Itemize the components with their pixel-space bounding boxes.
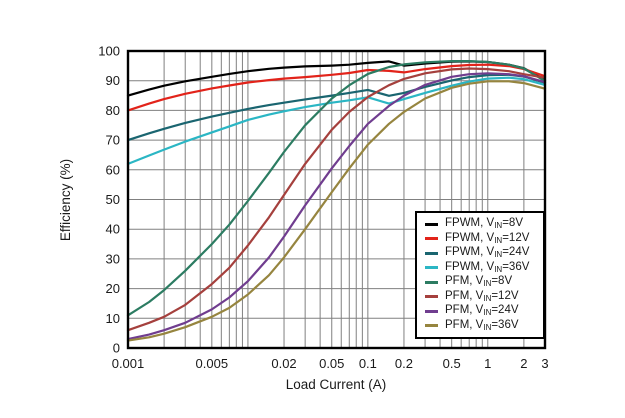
- legend-label: PFM, VIN=24V: [445, 304, 519, 318]
- legend-item-fpwm-12v: FPWM, VIN=12V: [425, 232, 543, 247]
- legend-label: FPWM, VIN=36V: [445, 260, 530, 274]
- legend-item-pfm-12v: PFM, VIN=12V: [425, 290, 543, 305]
- y-tick-label: 10: [106, 311, 120, 326]
- legend-swatch-pfm-24v: [425, 309, 438, 313]
- plot-frame: [126, 49, 547, 350]
- y-tick-label: 70: [106, 133, 120, 148]
- x-tick-label: 0.5: [443, 356, 461, 371]
- legend-swatch-pfm-8v: [425, 280, 438, 284]
- series-line-fpwm-36v: [126, 76, 547, 165]
- y-tick-label: 20: [106, 281, 120, 296]
- y-tick-label: 30: [106, 251, 120, 266]
- series-line-pfm-24v: [126, 72, 547, 341]
- y-tick-label: 50: [106, 192, 120, 207]
- legend-label: PFM, VIN=12V: [445, 289, 519, 303]
- y-tick-label: 90: [106, 73, 120, 88]
- legend-label: FPWM, VIN=8V: [445, 217, 523, 231]
- legend-item-fpwm-8v: FPWM, VIN=8V: [425, 217, 543, 232]
- x-tick-label: 3: [541, 356, 548, 371]
- legend-item-fpwm-36v: FPWM, VIN=36V: [425, 261, 543, 276]
- legend-item-fpwm-24v: FPWM, VIN=24V: [425, 246, 543, 261]
- y-tick-label: 0: [113, 341, 120, 356]
- vin-subscript: IN: [494, 250, 503, 260]
- legend-item-pfm-8v: PFM, VIN=8V: [425, 275, 543, 290]
- legend-swatch-fpwm-24v: [425, 251, 438, 255]
- y-tick-label: 60: [106, 162, 120, 177]
- x-tick-label: 0.2: [395, 356, 413, 371]
- legend-item-pfm-24v: PFM, VIN=24V: [425, 304, 543, 319]
- x-tick-label: 0.05: [319, 356, 344, 371]
- y-tick-label: 40: [106, 222, 120, 237]
- x-axis-tick-labels: 0.001 0.005 0.02 0.05 0.1 0.2 0.5 1 2 3: [112, 356, 549, 371]
- series-line-pfm-36v: [126, 80, 547, 342]
- x-tick-label: 2: [520, 356, 527, 371]
- legend-item-pfm-36v: PFM, VIN=36V: [425, 319, 543, 334]
- y-axis-tick-labels: 0 10 20 30 40 50 60 70 80 90 100: [98, 44, 120, 356]
- vin-subscript: IN: [494, 264, 503, 274]
- x-tick-label: 0.02: [271, 356, 296, 371]
- series-lines: [126, 59, 547, 342]
- vin-subscript: IN: [483, 293, 492, 303]
- vin-subscript: IN: [494, 235, 503, 245]
- series-line-fpwm-12v: [126, 63, 547, 112]
- y-tick-label: 100: [98, 44, 120, 59]
- legend: FPWM, VIN=8V FPWM, VIN=12V FPWM, VIN=24V FP…: [415, 211, 545, 339]
- legend-swatch-pfm-12v: [425, 295, 438, 299]
- series-line-pfm-8v: [126, 59, 547, 317]
- x-tick-label: 0.001: [112, 356, 145, 371]
- x-tick-label: 0.1: [359, 356, 377, 371]
- vin-subscript: IN: [483, 322, 492, 332]
- vin-subscript: IN: [494, 221, 503, 231]
- vin-subscript: IN: [483, 308, 492, 318]
- series-line-fpwm-24v: [126, 73, 547, 142]
- legend-swatch-pfm-36v: [425, 324, 438, 328]
- x-tick-label: 0.005: [196, 356, 229, 371]
- y-tick-label: 80: [106, 103, 120, 118]
- y-axis-title: Efficiency (%): [58, 159, 73, 241]
- legend-label: PFM, VIN=8V: [445, 275, 513, 289]
- legend-swatch-fpwm-36v: [425, 266, 438, 270]
- legend-label: FPWM, VIN=12V: [445, 231, 530, 245]
- x-axis-title: Load Current (A): [286, 377, 387, 392]
- legend-label: FPWM, VIN=24V: [445, 246, 530, 260]
- legend-swatch-fpwm-8v: [425, 222, 438, 226]
- legend-label: PFM, VIN=36V: [445, 318, 519, 332]
- series-line-pfm-12v: [126, 67, 547, 332]
- vin-subscript: IN: [483, 279, 492, 289]
- legend-swatch-fpwm-12v: [425, 237, 438, 241]
- x-tick-label: 1: [484, 356, 491, 371]
